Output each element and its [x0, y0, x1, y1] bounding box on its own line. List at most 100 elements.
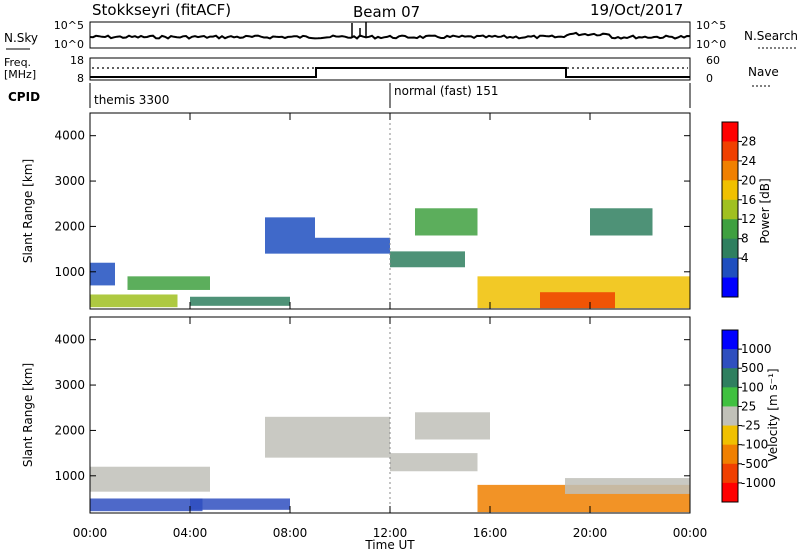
velocity-colorbar — [721, 329, 739, 503]
velocity-echo-region — [565, 478, 690, 494]
velocity-colorbar-tick-label: -100 — [741, 438, 768, 452]
power-echo-region — [90, 294, 178, 308]
velocity-echo-region — [90, 466, 210, 492]
velocity-echo-layer — [90, 412, 690, 513]
velocity-colorbar-segment — [722, 330, 738, 350]
velocity-echo-region — [90, 498, 203, 512]
velocity-colorbar-segment — [722, 406, 738, 427]
velocity-colorbar-tick-label: -500 — [741, 457, 768, 471]
nsearch-tick-top: 10^5 — [696, 19, 726, 32]
freq-tick-top: 18 — [70, 54, 84, 67]
velocity-colorbar-segment — [722, 387, 738, 407]
power-echo-region — [390, 251, 465, 268]
velocity-colorbar-segment — [722, 463, 738, 484]
power-colorbar-tick-label: 8 — [741, 232, 749, 246]
velocity-colorbar-tick-label: 100 — [741, 380, 764, 394]
velocity-y-axis: 1000 2000 3000 4000 — [54, 333, 690, 483]
power-colorbar-segment — [722, 141, 738, 162]
power-echo-region — [265, 217, 315, 254]
power-ytick-label: 1000 — [54, 265, 85, 279]
power-colorbar-tick-label: 16 — [741, 193, 756, 207]
velocity-echo-region — [390, 453, 478, 472]
power-ytick-label: 3000 — [54, 174, 85, 188]
power-colorbar-segment — [722, 277, 738, 298]
velocity-ytick-label: 2000 — [54, 423, 85, 437]
power-colorbar-segment — [722, 160, 738, 181]
cpid-program-2: normal (fast) 151 — [394, 84, 498, 98]
cpid-label: CPID — [8, 90, 40, 104]
x-tick-label: 08:00 — [273, 526, 308, 540]
power-colorbar-ticks: 28 24 20 16 12 8 4 — [738, 134, 756, 265]
power-colorbar-segment — [722, 258, 738, 279]
velocity-colorbar-tick-label: 500 — [741, 361, 764, 375]
nsearch-label: N.Search — [744, 29, 798, 43]
velocity-ylabel: Slant Range [km] — [21, 363, 35, 467]
velocity-colorbar-tick-label: -25 — [741, 419, 761, 433]
velocity-colorbar-segment — [722, 482, 738, 503]
x-axis-title: Time UT — [364, 538, 415, 552]
power-colorbar-segment — [722, 219, 738, 240]
power-colorbar-tick-label: 4 — [741, 251, 749, 265]
freq-panel-frame — [89, 57, 691, 81]
freq-label-2: [MHz] — [4, 68, 36, 81]
freq-trace — [90, 67, 690, 78]
x-tick-label: 16:00 — [473, 526, 508, 540]
power-colorbar-tick-label: 12 — [741, 212, 756, 226]
power-echo-region — [90, 262, 115, 286]
x-tick-label: 20:00 — [573, 526, 608, 540]
x-tick-label: 00:00 — [673, 526, 708, 540]
freq-tick-bottom: 8 — [77, 72, 84, 85]
velocity-ytick-label: 3000 — [54, 378, 85, 392]
power-colorbar-label: Power [dB] — [758, 178, 772, 243]
velocity-colorbar-tick-label: -1000 — [741, 476, 776, 490]
power-ytick-label: 4000 — [54, 129, 85, 143]
velocity-echo-region — [415, 412, 490, 440]
power-echo-region — [315, 237, 390, 254]
power-colorbar-segment — [722, 122, 738, 142]
velocity-colorbar-tick-label: 1000 — [741, 342, 772, 356]
x-tick-label: 12:00 — [373, 526, 408, 540]
velocity-colorbar-tick-label: 25 — [741, 399, 756, 413]
x-tick-labels: 00:00 04:00 08:00 12:00 16:00 20:00 00:00 — [73, 526, 708, 540]
cpid-program-1: themis 3300 — [94, 93, 169, 107]
velocity-colorbar-segment — [722, 444, 738, 465]
nave-tick-top: 60 — [706, 54, 720, 67]
date-title: 19/Oct/2017 — [590, 1, 683, 19]
power-ylabel: Slant Range [km] — [21, 159, 35, 263]
velocity-colorbar-segment — [722, 368, 738, 388]
power-ytick-label: 2000 — [54, 219, 85, 233]
power-colorbar-frame — [721, 121, 739, 298]
velocity-colorbar-label: Velocity [m s⁻¹] — [766, 368, 780, 461]
velocity-echo-region — [265, 416, 390, 458]
nsky-panel-frame — [89, 21, 691, 49]
station-title: Stokkseyri (fitACF) — [92, 1, 231, 19]
velocity-colorbar-frame — [721, 329, 739, 503]
power-colorbar-tick-label: 24 — [741, 154, 756, 168]
nsky-tick-top: 10^5 — [54, 19, 84, 32]
velocity-ytick-label: 1000 — [54, 469, 85, 483]
velocity-colorbar-segment — [722, 425, 738, 446]
nsky-trace — [89, 31, 691, 40]
nsky-label: N.Sky — [4, 31, 38, 45]
nave-label: Nave — [748, 65, 779, 79]
beam-title: Beam 07 — [353, 3, 420, 21]
power-colorbar-tick-label: 20 — [741, 173, 756, 187]
velocity-colorbar-ticks: 1000 500 100 25 -25 -100 -500 -1000 — [738, 342, 776, 490]
nsearch-tick-bottom: 10^0 — [696, 38, 726, 51]
power-echo-region — [127, 276, 210, 290]
velocity-echo-region — [190, 498, 290, 510]
power-echo-region — [540, 292, 615, 309]
power-colorbar-segment — [722, 199, 738, 220]
velocity-x-axis — [89, 317, 691, 513]
freq-label-1: Freq. — [4, 56, 31, 69]
power-colorbar-segment — [722, 180, 738, 201]
power-y-axis: 1000 2000 3000 4000 — [54, 129, 690, 279]
velocity-ytick-label: 4000 — [54, 333, 85, 347]
nsky-tick-bottom: 10^0 — [54, 38, 84, 51]
velocity-colorbar-segment — [722, 349, 738, 369]
power-echo-region — [590, 208, 653, 236]
power-echo-layer — [90, 208, 690, 309]
power-colorbar-segment — [722, 238, 738, 259]
power-echo-region — [415, 208, 478, 236]
